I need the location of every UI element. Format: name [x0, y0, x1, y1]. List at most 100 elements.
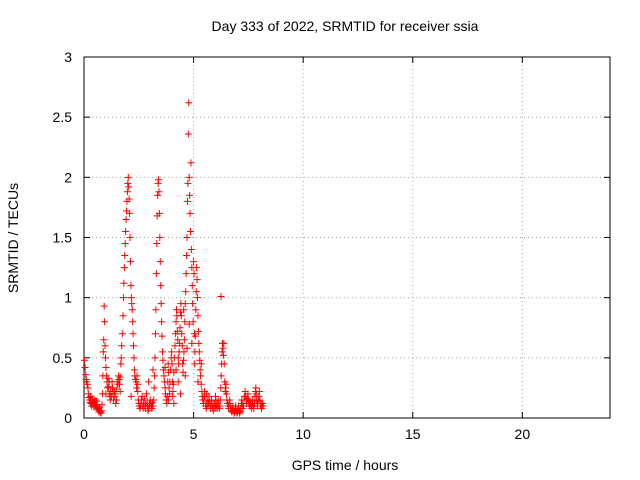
data-point [118, 330, 126, 338]
data-point [180, 356, 188, 364]
data-point [149, 402, 157, 410]
x-tick-label: 0 [80, 426, 88, 442]
data-point [195, 339, 203, 347]
data-point [252, 384, 260, 392]
data-point [134, 380, 142, 388]
data-point [152, 270, 160, 278]
data-point [194, 294, 202, 302]
data-point [179, 360, 187, 368]
axis-ticks: 0 5 10 15 20 0 0.5 1 1.5 2 2.5 3 [53, 49, 610, 442]
data-point [180, 336, 188, 344]
data-point [190, 258, 198, 266]
y-tick-label: 2.5 [53, 109, 73, 125]
data-point [177, 312, 185, 320]
data-point [149, 366, 157, 374]
y-tick-label: 3 [64, 49, 72, 65]
data-point [128, 306, 136, 314]
data-point [219, 351, 227, 359]
data-point [197, 372, 205, 380]
data-point [126, 209, 134, 217]
data-point [125, 195, 133, 203]
data-point [157, 282, 165, 290]
chart-title: Day 333 of 2022, SRMTID for receiver ssi… [212, 18, 479, 34]
x-tick-label: 20 [515, 426, 531, 442]
data-point [155, 209, 163, 217]
data-point [119, 312, 127, 320]
data-point [192, 288, 200, 296]
data-point [122, 227, 130, 235]
y-tick-label: 0.5 [53, 350, 73, 366]
data-point [112, 396, 120, 404]
data-point [179, 368, 187, 376]
data-point [99, 348, 107, 356]
data-point [117, 360, 125, 368]
data-point [208, 396, 216, 404]
x-tick-label: 15 [405, 426, 421, 442]
grid-lines [84, 57, 610, 418]
data-point [185, 173, 193, 181]
data-point [151, 372, 159, 380]
data-point [168, 348, 176, 356]
data-point [125, 183, 133, 191]
data-point [151, 354, 159, 362]
data-point [174, 336, 182, 344]
data-point [150, 396, 158, 404]
data-point [124, 173, 132, 181]
data-point [183, 197, 191, 205]
y-tick-label: 1 [64, 290, 72, 306]
data-point [180, 348, 188, 356]
data-point [193, 276, 201, 284]
data-point [182, 288, 190, 296]
data-point [137, 396, 145, 404]
data-point [129, 318, 137, 326]
data-point [100, 302, 108, 310]
data-point [152, 306, 160, 314]
data-point [98, 401, 106, 409]
data-point [220, 339, 228, 347]
data-point [84, 384, 92, 392]
data-point [218, 348, 226, 356]
data-point [222, 390, 230, 398]
data-point [244, 390, 252, 398]
data-point [124, 179, 132, 187]
data-point [183, 252, 191, 260]
data-point [181, 300, 189, 308]
data-point [91, 401, 99, 409]
x-tick-label: 5 [190, 426, 198, 442]
data-point [108, 384, 116, 392]
data-point [170, 400, 178, 408]
y-tick-label: 2 [64, 169, 72, 185]
data-point [126, 258, 134, 266]
data-point [191, 332, 199, 340]
y-tick-label: 0 [64, 410, 72, 426]
data-point [112, 400, 120, 408]
data-point [101, 318, 109, 326]
data-point [259, 402, 267, 410]
y-tick-label: 1.5 [53, 230, 73, 246]
data-point [127, 392, 135, 400]
data-point [185, 320, 193, 328]
data-point [172, 306, 180, 314]
data-point [158, 348, 166, 356]
data-point [130, 366, 138, 374]
data-point [217, 292, 225, 300]
data-point [157, 300, 165, 308]
data-point [151, 330, 159, 338]
data-point [187, 159, 195, 167]
data-point [187, 246, 195, 254]
data-point [236, 408, 244, 416]
data-point [101, 342, 109, 350]
data-point [222, 380, 230, 388]
data-point [158, 332, 166, 340]
data-point [161, 363, 169, 371]
data-point [194, 378, 202, 386]
x-tick-label: 10 [295, 426, 311, 442]
data-point [184, 179, 192, 187]
data-point [196, 356, 204, 364]
data-point [188, 282, 196, 290]
data-point [220, 360, 228, 368]
data-point [192, 306, 200, 314]
data-point [130, 354, 138, 362]
data-point [123, 188, 131, 196]
